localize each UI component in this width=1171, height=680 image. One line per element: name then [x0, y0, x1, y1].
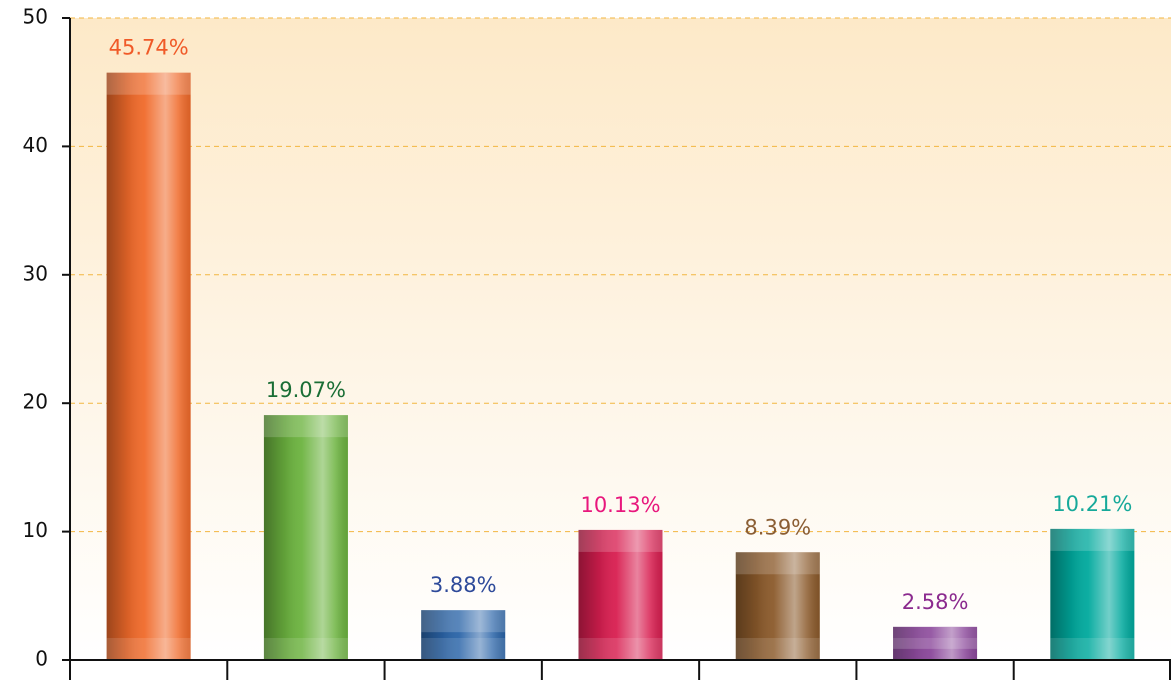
bar-shine — [578, 529, 663, 660]
value-label: 10.21% — [1052, 492, 1132, 516]
bar-shine — [421, 610, 506, 660]
bar-cap — [421, 610, 506, 633]
bar-cap — [1050, 528, 1135, 551]
bar-cap — [578, 529, 663, 552]
y-tick-label: 40 — [23, 133, 48, 157]
value-label: 2.58% — [902, 590, 969, 614]
bar-shine — [263, 415, 348, 660]
bar-base — [421, 638, 506, 660]
value-label: 3.88% — [430, 573, 497, 597]
bar-shine — [106, 72, 191, 660]
bar-cap — [735, 552, 820, 575]
bar-base — [106, 638, 191, 660]
bar-shine — [1050, 528, 1135, 660]
y-tick-label: 0 — [35, 647, 48, 671]
bar-base — [1050, 638, 1135, 660]
value-label: 45.74% — [109, 36, 189, 60]
value-label: 10.13% — [580, 493, 660, 517]
bar-base — [893, 638, 978, 660]
bar-shine — [735, 552, 820, 660]
value-label: 19.07% — [266, 378, 346, 402]
bar-shine — [893, 626, 978, 660]
bar-cap — [893, 626, 978, 649]
bar-base — [263, 638, 348, 660]
y-tick-label: 50 — [23, 5, 48, 29]
bar-cap — [263, 415, 348, 438]
bar-base — [735, 638, 820, 660]
y-tick-label: 20 — [23, 390, 48, 414]
y-tick-label: 30 — [23, 261, 48, 285]
value-label: 8.39% — [744, 515, 811, 539]
y-tick-label: 10 — [23, 518, 48, 542]
bar-base — [578, 638, 663, 660]
bar-cap — [106, 72, 191, 95]
